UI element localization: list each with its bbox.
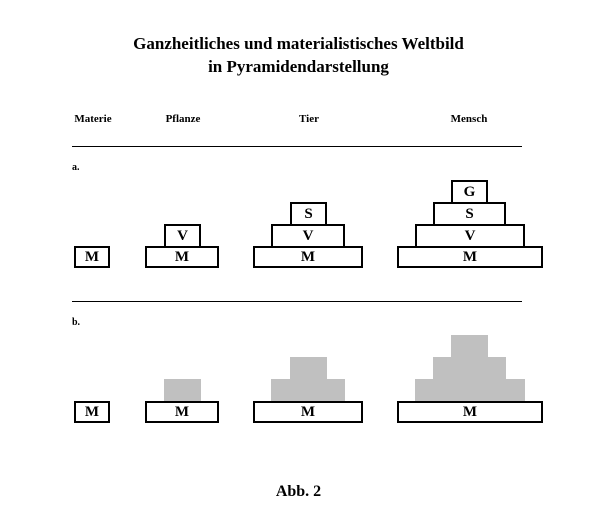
divider-top: [72, 146, 522, 147]
block-a-tier-s: S: [290, 202, 327, 226]
gray-b-mensch-level-4: [451, 335, 488, 359]
block-a-pflanze-v: V: [164, 224, 201, 248]
block-a-mensch-s: S: [433, 202, 506, 226]
block-a-tier-m: M: [253, 246, 363, 268]
column-header-pflanze: Pflanze: [165, 113, 201, 125]
title-line-2: in Pyramidendarstellung: [208, 57, 389, 76]
column-header-mensch: Mensch: [450, 113, 488, 125]
gray-b-tier-level-2: [271, 379, 345, 403]
block-b-materie-m: M: [74, 401, 110, 423]
block-a-tier-v: V: [271, 224, 345, 248]
block-b-pflanze-m: M: [145, 401, 219, 423]
column-header-materie: Materie: [74, 113, 112, 125]
figure-caption: Abb. 2: [275, 483, 322, 500]
block-a-mensch-m: M: [397, 246, 543, 268]
block-a-pflanze-m: M: [145, 246, 219, 268]
gray-b-tier-level-3: [290, 357, 327, 381]
gray-b-pflanze-level-2: [164, 379, 201, 403]
title-line-1: Ganzheitliches und materialistisches Wel…: [133, 34, 464, 53]
section-label-b: b.: [72, 317, 81, 328]
column-header-tier: Tier: [299, 113, 319, 125]
section-label-a: a.: [72, 162, 80, 173]
block-a-materie-m: M: [74, 246, 110, 268]
gray-b-mensch-level-3: [433, 357, 506, 381]
divider-middle: [72, 301, 522, 302]
block-a-mensch-v: V: [415, 224, 525, 248]
gray-b-mensch-level-2: [415, 379, 525, 403]
block-a-mensch-g: G: [451, 180, 488, 204]
block-b-tier-m: M: [253, 401, 363, 423]
block-b-mensch-m: M: [397, 401, 543, 423]
